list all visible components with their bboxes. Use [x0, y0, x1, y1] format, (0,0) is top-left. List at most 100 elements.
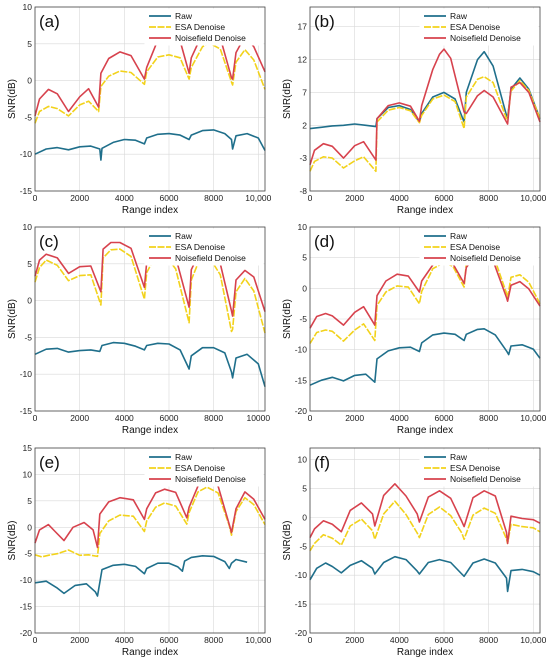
legend-box — [419, 228, 539, 266]
legend-box — [144, 228, 264, 266]
legend-entry: Noisefield Denoise — [175, 33, 246, 43]
x-tick-label: 8000 — [479, 193, 498, 203]
x-tick-label: 10,000 — [520, 193, 546, 203]
panel-tag: (b) — [314, 12, 335, 31]
legend-entry: Raw — [450, 452, 468, 462]
panel-tag: (c) — [39, 232, 59, 251]
x-tick-label: 2000 — [345, 635, 364, 645]
x-tick-label: 0 — [308, 413, 313, 423]
plot-frame — [309, 226, 541, 412]
x-tick-label: 10,000 — [245, 635, 271, 645]
x-tick-label: 4000 — [115, 413, 134, 423]
plot-frame — [309, 6, 541, 192]
y-tick-label: 12 — [298, 55, 308, 65]
y-tick-label: 10 — [23, 2, 33, 12]
y-tick-label: 0 — [302, 283, 307, 293]
series-line — [34, 42, 266, 124]
y-tick-label: 5 — [302, 253, 307, 263]
y-tick-label: 0 — [27, 296, 32, 306]
legend-entry: Noisefield Denoise — [175, 474, 246, 484]
y-tick-label: 10 — [23, 222, 33, 232]
legend-entry: ESA Denoise — [175, 463, 225, 473]
panel-tag: (d) — [314, 232, 335, 251]
x-tick-label: 8000 — [204, 413, 223, 423]
y-tick-label: 10 — [298, 222, 308, 232]
y-axis-label: SNR(dB) — [7, 520, 18, 560]
x-tick-label: 0 — [308, 635, 313, 645]
x-tick-label: 2000 — [345, 413, 364, 423]
y-tick-label: 5 — [27, 496, 32, 506]
x-tick-label: 2000 — [70, 635, 89, 645]
chart-panel: 0 2000 4000 6000 8000 10,000 -15 -10 -5 0 5 10 Range… — [7, 2, 272, 216]
x-tick-label: 6000 — [160, 193, 179, 203]
x-tick-label: 2000 — [70, 413, 89, 423]
x-tick-label: 4000 — [115, 193, 134, 203]
series-line — [34, 129, 266, 161]
y-tick-label: -20 — [20, 628, 33, 638]
chart-panel: 0 2000 4000 6000 8000 10000 -15 -10 -5 0 5 10 Range … — [7, 222, 270, 436]
x-tick-label: 10,000 — [245, 193, 271, 203]
panel-tag: (f) — [314, 453, 330, 472]
y-tick-label: 5 — [27, 259, 32, 269]
plot-frame — [309, 447, 541, 634]
y-tick-label: 2 — [302, 120, 307, 130]
y-tick-label: -15 — [295, 375, 308, 385]
plot-frame — [34, 6, 266, 192]
legend-entry: ESA Denoise — [450, 463, 500, 473]
series-line — [309, 75, 541, 173]
y-tick-label: 0 — [302, 512, 307, 522]
x-axis-label: Range index — [397, 425, 453, 436]
x-tick-label: 8000 — [204, 635, 223, 645]
y-tick-label: -5 — [299, 314, 307, 324]
legend-box — [419, 449, 539, 487]
y-tick-label: -15 — [20, 186, 33, 196]
legend-entry: Raw — [175, 231, 193, 241]
x-tick-label: 0 — [33, 635, 38, 645]
x-tick-label: 8000 — [479, 635, 498, 645]
y-tick-label: -10 — [20, 369, 33, 379]
y-tick-label: -5 — [299, 541, 307, 551]
y-tick-label: -20 — [295, 628, 308, 638]
y-tick-label: 5 — [302, 483, 307, 493]
y-tick-label: 0 — [27, 76, 32, 86]
y-tick-label: 10 — [298, 455, 308, 465]
panel-tag: (e) — [39, 453, 60, 472]
legend-box — [144, 449, 264, 487]
series-line — [309, 48, 541, 165]
legend-entry: ESA Denoise — [450, 242, 500, 252]
y-tick-label: -15 — [20, 602, 33, 612]
x-tick-label: 2000 — [70, 193, 89, 203]
x-tick-label: 10,000 — [520, 413, 546, 423]
x-tick-label: 4000 — [390, 413, 409, 423]
y-tick-label: -20 — [295, 406, 308, 416]
x-tick-label: 2000 — [345, 193, 364, 203]
x-tick-label: 10,000 — [520, 635, 546, 645]
legend-entry: Noisefield Denoise — [175, 253, 246, 263]
legend-box — [419, 8, 539, 46]
legend-entry: ESA Denoise — [175, 22, 225, 32]
legend-entry: Raw — [175, 452, 193, 462]
y-tick-label: -5 — [24, 549, 32, 559]
y-tick-label: -8 — [299, 186, 307, 196]
x-axis-label: Range index — [122, 205, 178, 216]
legend-entry: Noisefield Denoise — [450, 33, 521, 43]
series-line — [34, 479, 266, 549]
y-tick-label: 17 — [298, 22, 308, 32]
y-tick-label: -15 — [20, 406, 33, 416]
chart-panel: 0 2000 4000 6000 8000 10,000 -8 -3 2 7 12 17 Range i… — [282, 6, 547, 216]
y-axis-label: SNR(dB) — [282, 299, 293, 339]
plot-frame — [34, 447, 266, 634]
y-axis-label: SNR(dB) — [7, 299, 18, 339]
legend-entry: Raw — [175, 11, 193, 21]
x-axis-label: Range index — [122, 647, 178, 657]
x-axis-label: Range index — [397, 205, 453, 216]
y-tick-label: 10 — [23, 469, 33, 479]
legend-entry: ESA Denoise — [450, 22, 500, 32]
chart-panel: 0 2000 4000 6000 8000 10,000 -20 -15 -10 -5 0 5 10 Ra… — [282, 447, 547, 657]
y-axis-label: SNR(dB) — [282, 520, 293, 560]
legend-entry: ESA Denoise — [175, 242, 225, 252]
